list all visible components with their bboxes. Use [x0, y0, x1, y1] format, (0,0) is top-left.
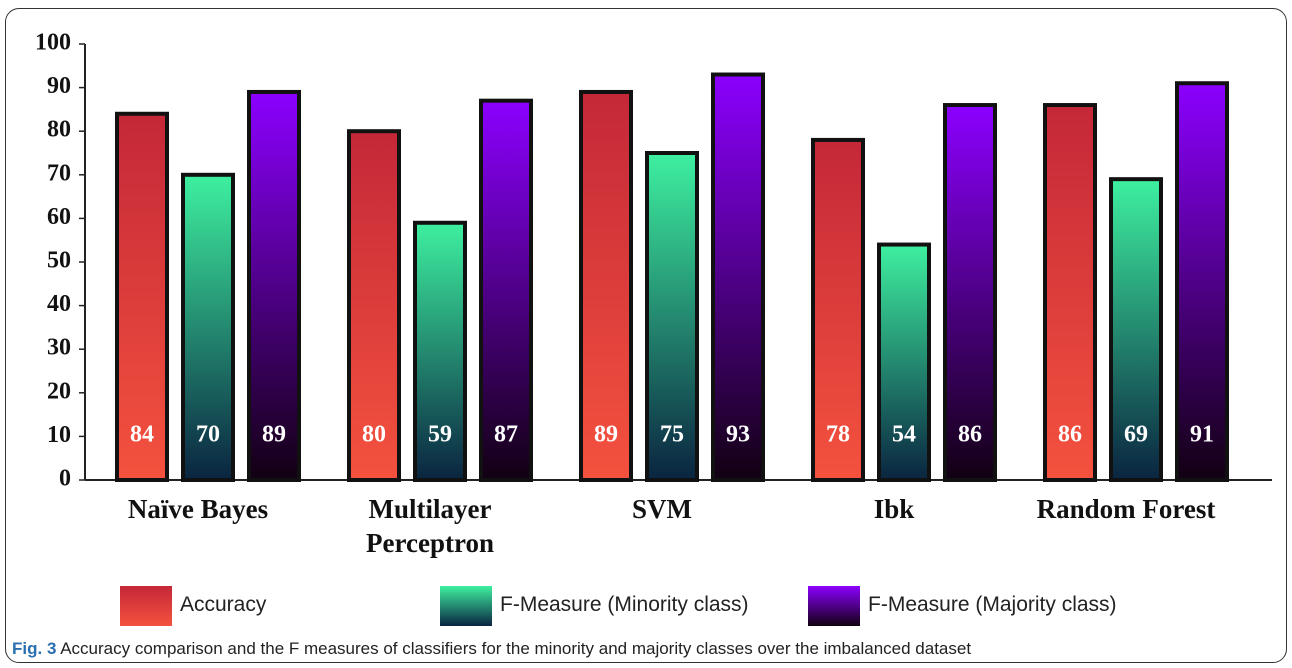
bar — [877, 242, 931, 482]
value-label: 80 — [362, 422, 386, 448]
bar — [811, 137, 865, 482]
legend-swatch — [440, 586, 492, 626]
value-label: 89 — [262, 422, 286, 448]
bar — [413, 220, 467, 482]
caption: Fig. 3 Accuracy comparison and the F mea… — [12, 639, 971, 659]
legend-label: F-Measure (Minority class) — [500, 593, 749, 616]
legend-swatch — [120, 586, 172, 626]
bar — [943, 103, 997, 482]
bar — [645, 151, 699, 482]
y-tick-label: 80 — [47, 117, 71, 143]
x-tick-label: SVM — [632, 494, 692, 524]
y-tick-label: 90 — [47, 73, 71, 99]
value-label: 70 — [196, 422, 220, 448]
bar — [579, 89, 633, 483]
value-label: 59 — [428, 422, 452, 448]
caption-text: Accuracy comparison and the F measures o… — [60, 639, 972, 658]
y-tick-label: 100 — [35, 30, 71, 56]
value-label: 54 — [892, 422, 916, 448]
x-tick-label: Random Forest — [1036, 494, 1216, 524]
value-label: 89 — [594, 422, 618, 448]
bar — [1175, 81, 1229, 483]
value-label: 87 — [494, 422, 518, 448]
bar — [347, 129, 401, 482]
y-tick-label: 70 — [47, 160, 71, 186]
y-tick-label: 60 — [47, 204, 71, 230]
legend-swatch — [808, 586, 860, 626]
value-label: 93 — [726, 422, 750, 448]
value-label: 78 — [826, 422, 850, 448]
bar — [479, 98, 533, 483]
y-tick-label: 50 — [47, 248, 71, 274]
value-label: 91 — [1190, 422, 1214, 448]
y-tick-label: 40 — [47, 291, 71, 317]
y-tick-label: 30 — [47, 335, 71, 361]
legend-label: Accuracy — [180, 593, 267, 616]
x-tick-label: Naïve Bayes — [127, 494, 269, 524]
frame — [5, 8, 1287, 663]
y-tick-label: 0 — [59, 466, 71, 492]
bar — [247, 89, 301, 483]
bar — [711, 72, 765, 483]
value-label: 84 — [130, 422, 154, 448]
value-label: 69 — [1124, 422, 1148, 448]
y-tick-label: 20 — [47, 378, 71, 404]
x-tick-label: Ibk — [873, 494, 915, 524]
value-label: 75 — [660, 422, 684, 448]
legend-label: F-Measure (Majority class) — [868, 593, 1117, 616]
y-tick-label: 10 — [47, 422, 71, 448]
caption-label: Fig. 3 — [12, 639, 57, 658]
bar — [1109, 177, 1163, 482]
value-label: 86 — [958, 422, 982, 448]
bar — [115, 111, 169, 482]
bar — [1043, 103, 1097, 482]
bar — [181, 172, 235, 483]
x-tick-label: Multilayer Perceptron — [366, 494, 494, 558]
value-label: 86 — [1058, 422, 1082, 448]
